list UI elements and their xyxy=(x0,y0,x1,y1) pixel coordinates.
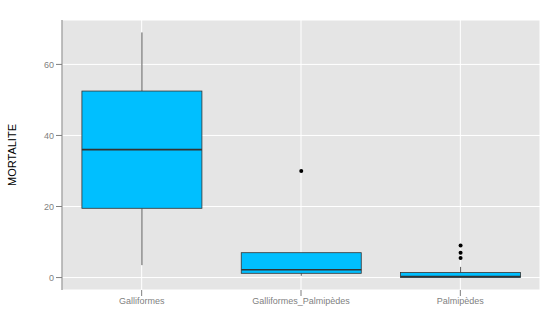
svg-text:60: 60 xyxy=(44,60,54,70)
svg-text:20: 20 xyxy=(44,202,54,212)
svg-text:MORTALITE: MORTALITE xyxy=(8,124,18,186)
svg-text:Galliformes: Galliformes xyxy=(119,296,165,306)
svg-text:Palmipèdes: Palmipèdes xyxy=(437,296,485,306)
svg-text:Galliformes_Palmipèdes: Galliformes_Palmipèdes xyxy=(252,296,350,306)
svg-text:40: 40 xyxy=(44,131,54,141)
svg-text:0: 0 xyxy=(49,273,54,283)
